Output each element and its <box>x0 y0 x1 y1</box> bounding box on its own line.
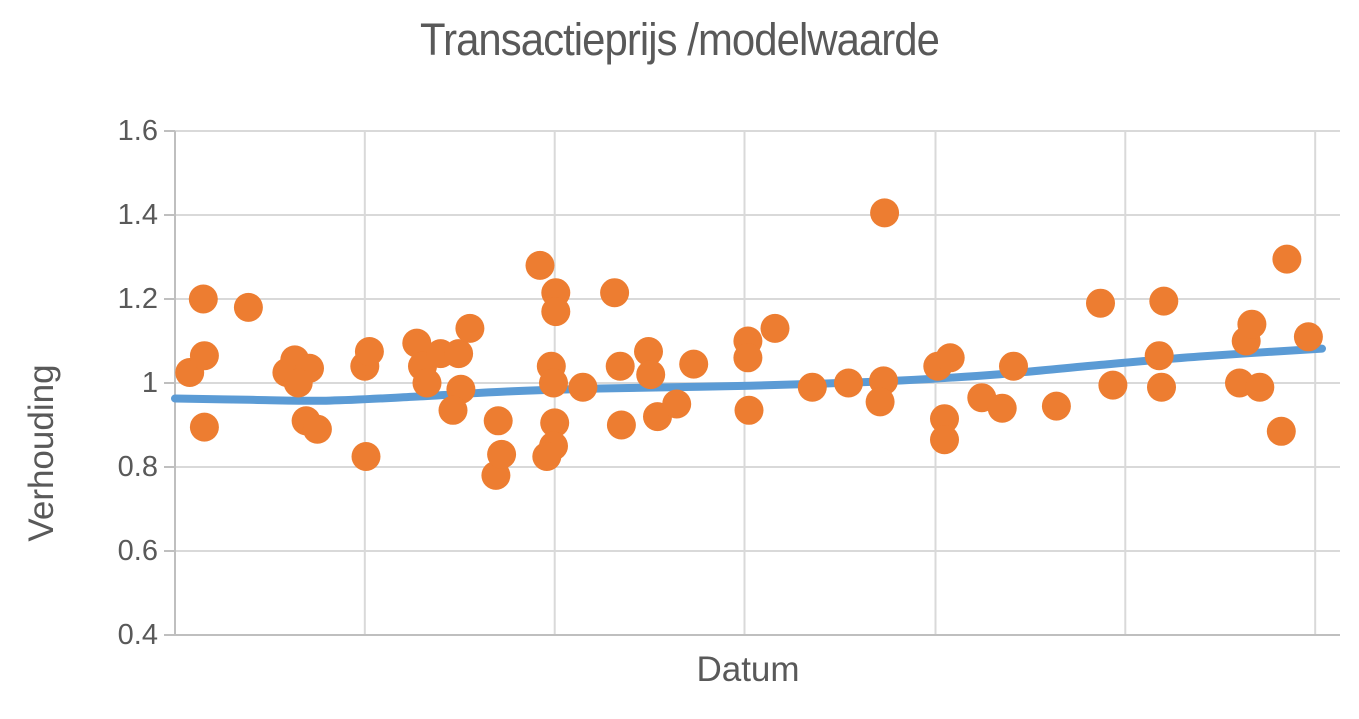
scatter-point <box>525 250 555 280</box>
chart-title: Transactieprijs /modelwaarde <box>419 14 940 65</box>
scatter-point <box>233 292 263 322</box>
scatter-point <box>541 297 571 327</box>
scatter-point <box>636 360 666 390</box>
scatter-point <box>1293 322 1323 352</box>
scatter-point <box>1086 288 1115 318</box>
scatter-point <box>935 343 965 373</box>
scatter-point <box>302 414 332 444</box>
scatter-point <box>600 278 630 308</box>
scatter-point <box>1147 372 1176 402</box>
scatter-point <box>540 408 570 438</box>
scatter-point <box>189 341 219 371</box>
scatter-point <box>987 393 1017 423</box>
scatter-point <box>1245 372 1275 402</box>
scatter-point <box>402 328 432 358</box>
y-tick-label: 0.4 <box>117 619 158 651</box>
y-tick-label: 0.6 <box>117 535 158 567</box>
scatter-point <box>760 313 790 343</box>
scatter-point <box>797 372 827 402</box>
scatter-point <box>662 389 692 419</box>
scatter-point <box>865 387 895 417</box>
scatter-point <box>539 368 568 398</box>
y-tick-label: 1.4 <box>117 199 158 231</box>
scatter-point <box>1266 416 1296 446</box>
scatter-point <box>283 368 313 398</box>
scatter-point <box>999 351 1028 381</box>
y-tick-label: 0.8 <box>117 451 158 483</box>
scatter-point <box>870 198 900 228</box>
scatter-point <box>532 442 562 471</box>
scatter-point <box>834 368 863 398</box>
scatter-point <box>733 343 763 373</box>
y-tick-label: 1.6 <box>117 115 158 147</box>
y-tick-label: 1 <box>141 367 158 399</box>
y-axis-title: Verhouding <box>22 364 61 542</box>
scatter-point <box>930 404 959 434</box>
scatter-point <box>351 442 381 471</box>
scatter-point <box>483 406 513 436</box>
scatter-point <box>1098 370 1128 400</box>
scatter-point <box>568 372 598 402</box>
scatter-point <box>455 313 485 343</box>
scatter-point <box>1041 391 1071 421</box>
scatter-point <box>1237 309 1267 339</box>
scatter-point <box>188 284 218 314</box>
trend-line <box>171 344 1326 405</box>
scatter-point <box>354 337 384 366</box>
scatter-point <box>189 412 219 442</box>
scatter-point <box>1272 244 1302 274</box>
scatter-point <box>606 410 636 440</box>
scatter-point <box>605 351 635 381</box>
scatter-point <box>634 337 663 366</box>
scatter-point <box>438 395 468 425</box>
scatter-point <box>1149 286 1179 316</box>
scatter-point <box>734 395 764 425</box>
scatter-point <box>930 425 959 455</box>
scatter-point <box>444 339 474 369</box>
y-tick-label: 1.2 <box>117 283 158 315</box>
scatter-point <box>487 439 517 469</box>
scatter-point <box>1144 341 1174 371</box>
scatter-point <box>679 349 709 379</box>
scatter-point <box>412 368 442 398</box>
x-axis-title: Datum <box>696 650 800 689</box>
